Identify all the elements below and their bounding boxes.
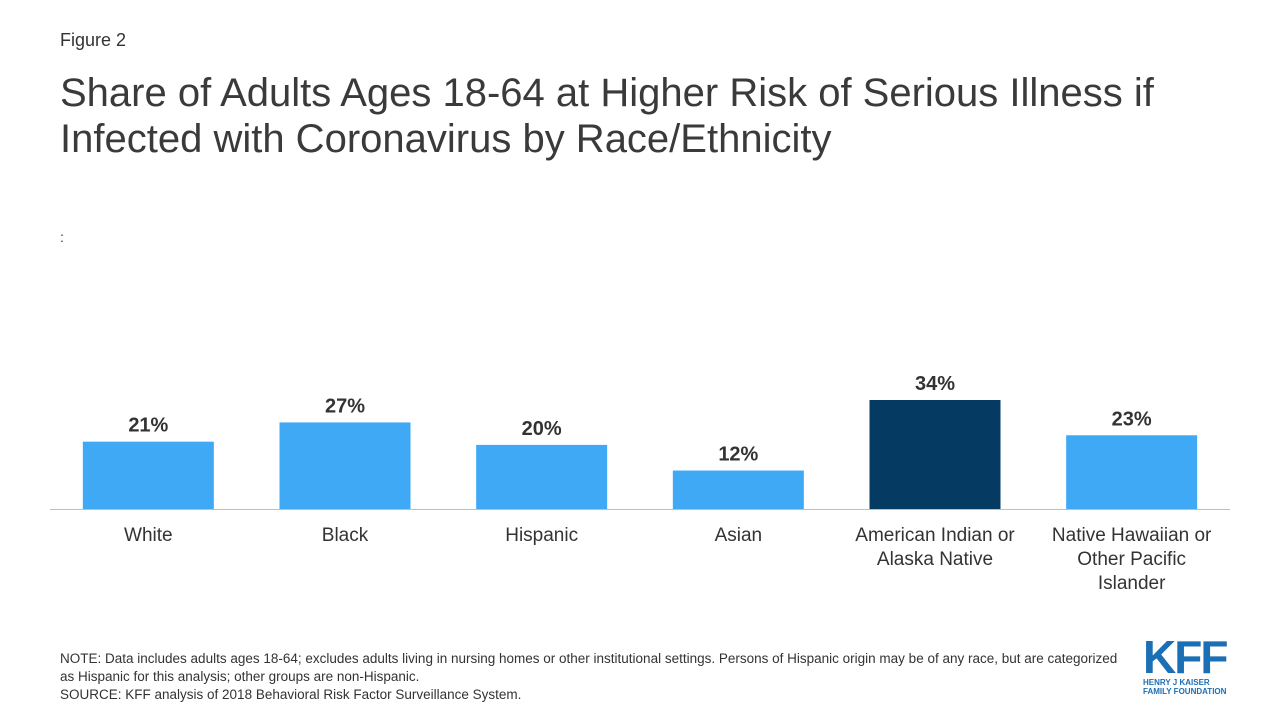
bar-5 [1066,435,1198,509]
chart-notes: NOTE: Data includes adults ages 18-64; e… [60,650,1120,704]
kff-logo: KFF HENRY J KAISER FAMILY FOUNDATION [1143,631,1235,696]
chart-title: Share of Adults Ages 18-64 at Higher Ris… [60,71,1154,161]
data-label-5: 23% [1112,408,1152,430]
bar-chart: 21% White 27% Black 20% Hispanic 12% Asian 34% Am… [50,373,1230,594]
source-text: SOURCE: KFF analysis of 2018 Behavioral … [60,687,522,702]
category-label-0-0: White [124,525,173,546]
category-label-1-0: Black [322,525,369,546]
data-label-0: 21% [128,415,168,437]
category-label-4-0: American Indian or [855,525,1015,546]
data-label-1: 27% [325,395,365,417]
category-label-2-0: Hispanic [505,525,578,546]
note-text: NOTE: Data includes adults ages 18-64; e… [60,651,1118,684]
data-label-3: 12% [718,444,758,466]
logo-mark: KFF [1143,631,1228,683]
data-label-4: 34% [915,373,955,395]
figure-label: Figure 2 [60,30,127,50]
category-label-5-0: Native Hawaiian or [1052,525,1212,546]
logo-line-2: FAMILY FOUNDATION [1143,687,1227,696]
bar-1 [279,422,411,509]
data-label-2: 20% [522,418,562,440]
category-label-5-2: Islander [1098,573,1166,594]
bar-2 [476,444,608,509]
chart-subtitle: : [60,229,64,245]
category-label-3-0: Asian [715,525,763,546]
bar-0 [82,441,214,509]
category-label-4-1: Alaska Native [877,549,993,570]
bar-4 [869,400,1001,509]
category-label-5-1: Other Pacific [1077,549,1186,570]
bar-3 [672,470,804,509]
logo-line-1: HENRY J KAISER [1143,678,1210,687]
